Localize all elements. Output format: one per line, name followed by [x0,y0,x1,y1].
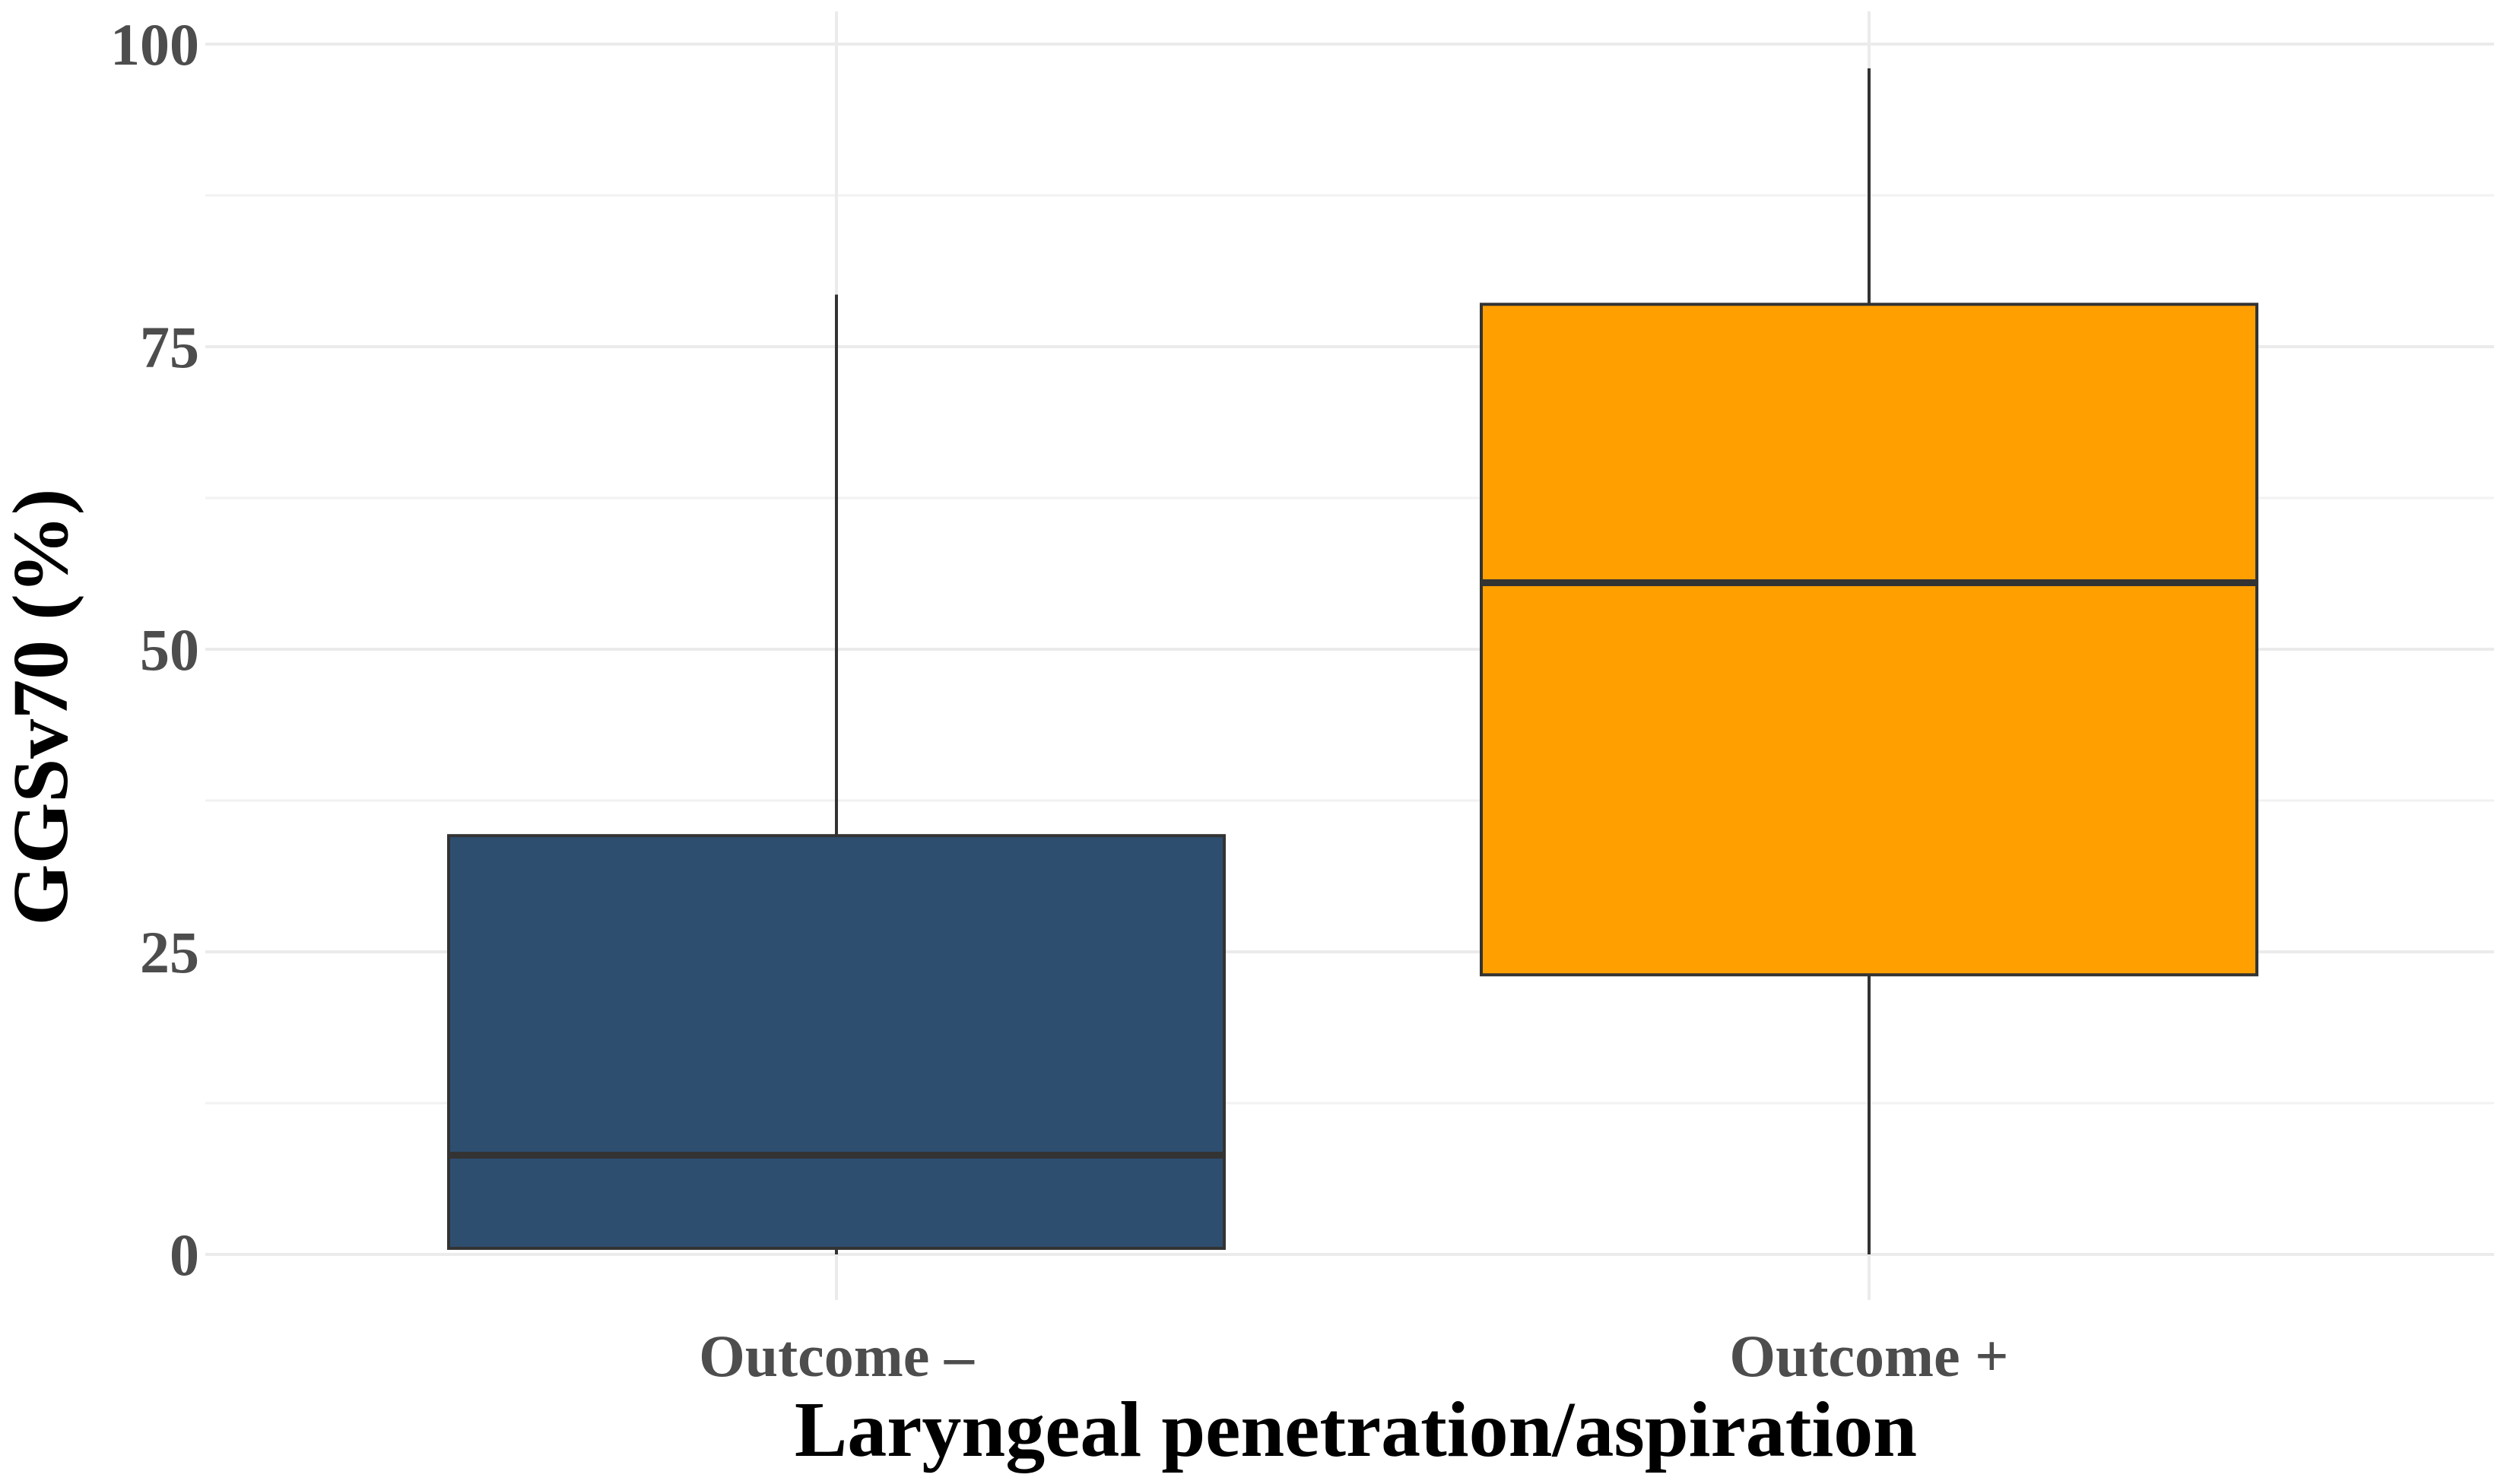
x-tick-label: Outcome – [699,1323,975,1389]
y-tick-label: 75 [140,314,199,380]
box-group [447,294,1226,1254]
box-iqr [447,834,1226,1251]
box-iqr [1480,303,2258,977]
y-tick-label: 50 [140,617,199,683]
x-tick-label: Outcome + [1729,1323,2008,1389]
boxes [447,68,2258,1254]
x-tick-labels: Outcome – Outcome + [699,1323,2008,1389]
y-tick-label: 100 [110,11,199,78]
box-group [1480,68,2258,1254]
y-tick-label: 25 [140,919,199,985]
y-tick-label: 0 [170,1222,199,1288]
y-tick-labels: 0 25 50 75 100 [110,11,199,1288]
y-axis-title: GGSv70 (%) [0,489,84,926]
x-axis-title: Laryngeal penetration/aspiration [795,1386,1917,1473]
